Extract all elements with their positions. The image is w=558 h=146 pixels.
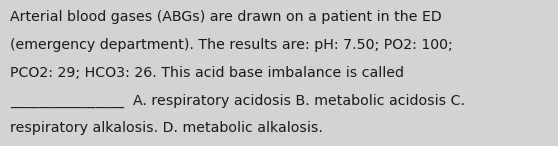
- Text: respiratory alkalosis. D. metabolic alkalosis.: respiratory alkalosis. D. metabolic alka…: [10, 121, 323, 135]
- Text: PCO2: 29; HCO3: 26. This acid base imbalance is called: PCO2: 29; HCO3: 26. This acid base imbal…: [10, 66, 404, 80]
- Text: Arterial blood gases (ABGs) are drawn on a patient in the ED: Arterial blood gases (ABGs) are drawn on…: [10, 10, 442, 24]
- Text: (emergency department). The results are: pH: 7.50; PO2: 100;: (emergency department). The results are:…: [10, 38, 453, 52]
- Text: ________________  A. respiratory acidosis B. metabolic acidosis C.: ________________ A. respiratory acidosis…: [10, 93, 465, 108]
